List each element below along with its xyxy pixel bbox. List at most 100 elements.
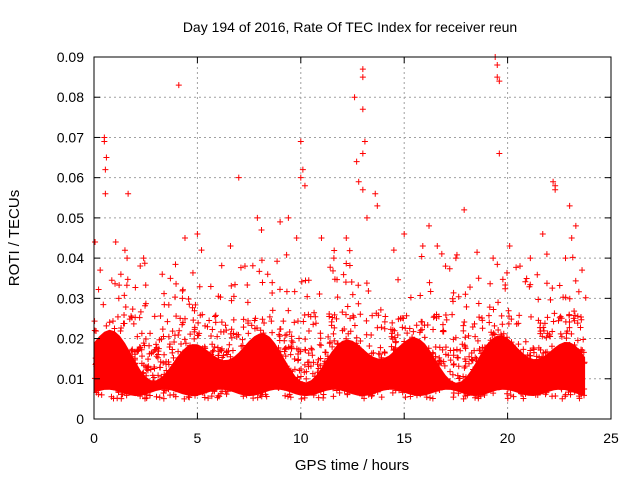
texture-point	[334, 340, 341, 347]
texture-point	[177, 383, 184, 390]
texture-point	[151, 365, 158, 372]
texture-point	[114, 358, 121, 365]
texture-point	[161, 290, 168, 297]
texture-point	[331, 324, 338, 331]
texture-point	[250, 345, 257, 352]
texture-point	[201, 351, 208, 358]
texture-point	[542, 391, 549, 398]
texture-point	[228, 334, 235, 341]
data-point	[568, 235, 575, 241]
texture-point	[268, 318, 275, 325]
data-point	[124, 255, 131, 262]
texture-point	[330, 385, 337, 392]
texture-point	[474, 337, 481, 344]
texture-point	[321, 360, 328, 367]
texture-point	[421, 355, 428, 362]
texture-point	[143, 372, 150, 379]
texture-point	[512, 384, 519, 391]
texture-point	[528, 313, 535, 320]
texture-point	[276, 331, 283, 338]
texture-point	[326, 313, 333, 320]
texture-point	[149, 372, 156, 379]
texture-point	[128, 314, 135, 321]
data-point	[115, 295, 122, 302]
texture-point	[224, 374, 231, 381]
texture-point	[481, 375, 488, 382]
texture-point	[276, 286, 283, 293]
texture-point	[366, 342, 373, 349]
texture-point	[300, 318, 307, 325]
texture-point	[312, 320, 319, 327]
data-point	[363, 214, 370, 221]
texture-point	[527, 352, 534, 359]
texture-point	[571, 308, 578, 315]
texture-point	[504, 363, 511, 370]
texture-point	[245, 317, 252, 324]
texture-point	[228, 297, 235, 304]
data-point	[175, 82, 182, 89]
texture-point	[306, 389, 313, 396]
texture-point	[477, 393, 484, 400]
texture-point	[196, 352, 203, 359]
texture-point	[414, 362, 421, 369]
texture-point	[461, 318, 468, 325]
texture-point	[419, 387, 426, 394]
texture-point	[195, 319, 202, 326]
texture-point	[559, 348, 566, 355]
texture-point	[574, 313, 581, 320]
texture-point	[221, 363, 228, 370]
texture-point	[328, 322, 335, 329]
texture-point	[447, 357, 454, 364]
texture-point	[316, 290, 323, 297]
texture-point	[495, 299, 502, 306]
texture-point	[563, 330, 570, 337]
texture-point	[352, 352, 359, 359]
data-point	[297, 174, 304, 181]
texture-point	[209, 326, 216, 333]
texture-point	[191, 335, 198, 342]
texture-point	[141, 260, 148, 267]
texture-point	[345, 362, 352, 369]
texture-point	[402, 394, 409, 401]
data-point	[543, 251, 550, 258]
texture-point	[160, 333, 167, 340]
texture-point	[179, 349, 186, 356]
texture-point	[132, 355, 139, 362]
texture-point	[259, 316, 266, 323]
texture-point	[163, 367, 170, 374]
texture-point	[409, 334, 416, 341]
data-point	[117, 271, 124, 278]
texture-point	[95, 391, 102, 398]
texture-point	[390, 360, 397, 366]
texture-point	[462, 291, 469, 298]
texture-point	[457, 347, 464, 354]
texture-point	[295, 387, 302, 394]
texture-point	[321, 358, 328, 365]
texture-point	[503, 373, 510, 380]
data-point	[359, 74, 366, 81]
texture-point	[257, 327, 264, 334]
texture-point	[317, 355, 324, 362]
texture-point	[350, 314, 357, 321]
texture-point	[186, 301, 193, 308]
texture-point	[326, 340, 333, 347]
texture-point	[566, 348, 573, 355]
texture-point	[145, 356, 152, 363]
texture-point	[502, 376, 509, 383]
texture-point	[504, 269, 511, 276]
texture-point	[486, 304, 493, 311]
texture-point	[450, 289, 457, 296]
texture-point	[282, 392, 289, 399]
texture-point	[387, 361, 394, 368]
texture-point	[436, 387, 443, 394]
texture-point	[309, 352, 316, 359]
texture-point	[200, 356, 207, 363]
texture-point	[368, 360, 375, 367]
texture-point	[175, 348, 182, 355]
texture-point	[558, 343, 565, 350]
texture-point	[210, 363, 217, 370]
texture-point	[246, 373, 253, 380]
texture-point	[161, 351, 168, 358]
texture-point	[502, 285, 509, 292]
texture-point	[324, 383, 331, 390]
